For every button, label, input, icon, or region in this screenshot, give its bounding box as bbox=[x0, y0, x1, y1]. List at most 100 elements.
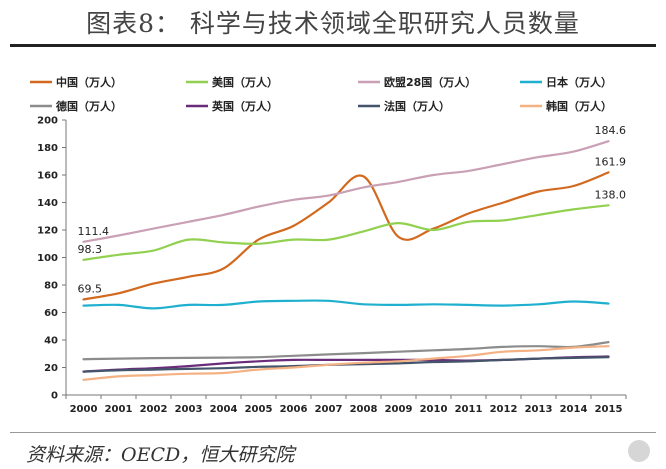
legend-label: 法国（万人） bbox=[384, 99, 450, 113]
x-tick-label: 2015 bbox=[595, 404, 623, 415]
data-point bbox=[397, 236, 400, 238]
data-point bbox=[257, 366, 260, 368]
data-point bbox=[327, 359, 330, 361]
legend-label: 中国（万人） bbox=[56, 75, 122, 89]
series-line-2 bbox=[82, 140, 610, 243]
data-point bbox=[152, 227, 155, 230]
x-tick-label: 2002 bbox=[140, 404, 168, 415]
data-point bbox=[327, 238, 330, 241]
series-line-3 bbox=[82, 299, 610, 310]
data-point bbox=[187, 365, 190, 367]
data-point bbox=[607, 140, 610, 142]
y-tick-label: 80 bbox=[44, 281, 58, 292]
data-point bbox=[222, 362, 225, 365]
data-point bbox=[397, 360, 400, 363]
data-point bbox=[432, 303, 435, 306]
data-point bbox=[537, 349, 540, 352]
data-point bbox=[537, 156, 540, 158]
data-point bbox=[222, 372, 225, 374]
y-tick-label: 140 bbox=[37, 198, 58, 209]
data-point bbox=[467, 212, 470, 215]
data-point bbox=[537, 214, 540, 216]
data-point bbox=[327, 353, 330, 356]
data-point bbox=[572, 300, 575, 303]
x-tick-label: 2007 bbox=[315, 404, 343, 415]
y-tick-label: 120 bbox=[37, 226, 58, 237]
data-point bbox=[292, 355, 295, 357]
x-tick-label: 2006 bbox=[280, 404, 308, 415]
data-point bbox=[222, 367, 225, 369]
x-tick-label: 2001 bbox=[105, 404, 133, 415]
y-tick-label: 180 bbox=[37, 143, 58, 154]
data-point bbox=[607, 356, 610, 358]
data-point bbox=[467, 360, 470, 363]
data-point bbox=[607, 341, 610, 343]
data-point bbox=[152, 374, 155, 376]
watermark-icon bbox=[628, 440, 650, 462]
series-line-0 bbox=[82, 171, 610, 301]
data-point bbox=[537, 357, 540, 360]
data-point bbox=[327, 201, 330, 204]
data-point bbox=[257, 356, 260, 358]
data-point bbox=[152, 368, 155, 371]
y-tick-label: 160 bbox=[37, 171, 58, 182]
data-point bbox=[292, 198, 295, 201]
data-label: 111.4 bbox=[78, 225, 110, 238]
data-point bbox=[537, 190, 540, 193]
data-point bbox=[187, 372, 190, 375]
x-tick-label: 2013 bbox=[525, 404, 553, 415]
series-line-4 bbox=[82, 341, 610, 361]
data-point bbox=[397, 350, 400, 353]
legend-label: 日本（万人） bbox=[546, 75, 612, 89]
data-point bbox=[362, 230, 365, 233]
data-point bbox=[292, 300, 295, 302]
data-label: 69.5 bbox=[78, 282, 103, 295]
data-point bbox=[292, 238, 295, 241]
data-point bbox=[467, 348, 470, 350]
data-point bbox=[432, 361, 435, 363]
data-point bbox=[362, 359, 365, 361]
data-point bbox=[432, 357, 435, 360]
data-label: 98.3 bbox=[78, 243, 103, 256]
data-point bbox=[362, 303, 365, 306]
data-point bbox=[502, 201, 505, 204]
data-point bbox=[82, 370, 85, 373]
data-point bbox=[82, 259, 85, 261]
data-point bbox=[572, 185, 575, 187]
data-point bbox=[117, 357, 120, 360]
data-point bbox=[502, 359, 505, 361]
legend-label: 欧盟28国（万人） bbox=[384, 75, 476, 89]
data-point bbox=[432, 174, 435, 176]
data-point bbox=[222, 304, 225, 306]
data-point bbox=[502, 350, 505, 353]
y-tick-label: 40 bbox=[44, 336, 58, 347]
data-point bbox=[607, 302, 610, 305]
data-point bbox=[187, 304, 190, 306]
data-point bbox=[187, 238, 190, 241]
x-tick-label: 2003 bbox=[175, 404, 203, 415]
data-point bbox=[222, 356, 225, 359]
data-point bbox=[292, 366, 295, 369]
data-point bbox=[362, 352, 365, 354]
data-point bbox=[397, 222, 400, 224]
data-point bbox=[607, 171, 610, 174]
x-tick-label: 2000 bbox=[70, 404, 98, 415]
data-point bbox=[257, 368, 260, 371]
title-divider bbox=[10, 44, 656, 47]
data-point bbox=[327, 194, 330, 197]
data-point bbox=[117, 234, 120, 237]
y-tick-label: 60 bbox=[44, 308, 58, 319]
data-point bbox=[257, 205, 260, 208]
data-label: 184.6 bbox=[595, 124, 627, 137]
data-label: 138.0 bbox=[595, 188, 627, 201]
source-note: 资料来源：OECD，恒大研究院 bbox=[26, 444, 295, 466]
data-point bbox=[397, 181, 400, 183]
data-point bbox=[292, 359, 295, 361]
data-point bbox=[117, 292, 120, 295]
series-line-1 bbox=[82, 204, 610, 261]
data-point bbox=[152, 357, 155, 359]
data-point bbox=[362, 361, 365, 364]
data-point bbox=[82, 241, 85, 243]
x-tick-label: 2012 bbox=[490, 404, 518, 415]
data-point bbox=[292, 225, 295, 227]
